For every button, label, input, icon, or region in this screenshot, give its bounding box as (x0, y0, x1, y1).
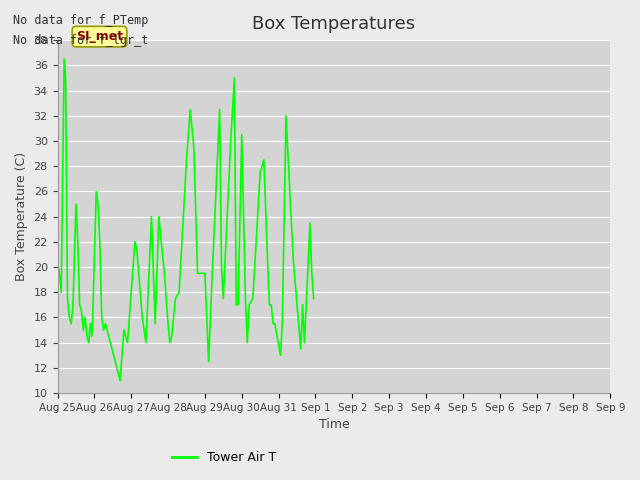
Y-axis label: Box Temperature (C): Box Temperature (C) (15, 152, 28, 281)
Legend: Tower Air T: Tower Air T (167, 446, 281, 469)
Text: SI_met: SI_met (76, 30, 123, 43)
X-axis label: Time: Time (319, 419, 349, 432)
Title: Box Temperatures: Box Temperatures (252, 15, 415, 33)
Text: No data for f_PTemp: No data for f_PTemp (13, 14, 148, 27)
Text: No data for f_lgr_t: No data for f_lgr_t (13, 34, 148, 47)
